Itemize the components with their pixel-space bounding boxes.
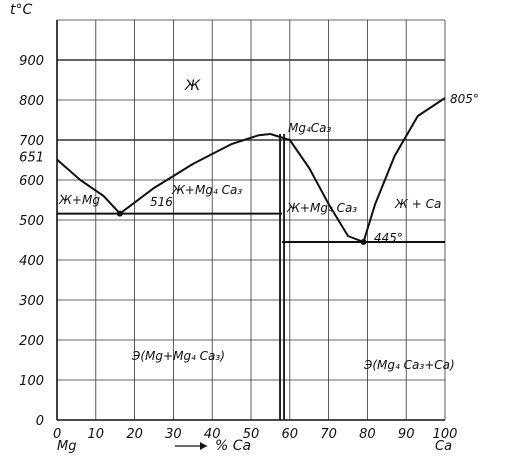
- x-tick-label: 100: [433, 427, 458, 442]
- x-tick-label: 0: [53, 427, 61, 442]
- boundary-curve-2: [270, 133, 364, 243]
- boundary-curve-3: [362, 97, 446, 243]
- label-solid-left: Э(Mg+Mg₄ Ca₃): [131, 349, 225, 363]
- y-axis-title: t°C: [10, 2, 32, 18]
- boundary-curve-1: [119, 133, 271, 215]
- label-liquid-compound-right: Ж+Mg₄ Ca₃: [286, 201, 357, 215]
- label-solid-right: Э(Mg₄ Ca₃+Ca): [363, 358, 455, 372]
- x-tick-label: 90: [398, 427, 415, 442]
- x-tick-label: 10: [88, 427, 105, 442]
- boundary-curve-0: [56, 158, 121, 215]
- curves: [56, 97, 446, 420]
- y-tick-label: 800: [19, 94, 44, 109]
- y-tick-label: 700: [19, 134, 44, 149]
- y-tick-label: 200: [19, 334, 44, 349]
- label-eutectic-temp-2: 445°: [374, 231, 403, 245]
- x-axis-end-label: Ca: [435, 439, 452, 454]
- x-tick-label: 50: [243, 427, 260, 442]
- y-tick-label: 300: [19, 294, 44, 309]
- x-axis-start-label: Mg: [57, 439, 76, 454]
- y-tick-label: 0: [36, 414, 44, 429]
- x-axis-arrow-head: [200, 442, 207, 450]
- x-tick-label: 20: [126, 427, 143, 442]
- y-tick-label: 500: [19, 214, 44, 229]
- eutectic-point-2: [360, 239, 367, 245]
- label-ca-melt-temp: 805°: [450, 92, 479, 106]
- axes: 0 10 20 30 40 50 60 70 80 90 100 0 100 200 300 400 500 60…: [10, 2, 457, 454]
- label-liquid-compound: Ж+Mg₄ Ca₃: [171, 183, 242, 197]
- label-liquid: Ж: [184, 78, 201, 94]
- x-tick-label: 70: [320, 427, 337, 442]
- label-compound: Mg₄Ca₃: [288, 121, 332, 135]
- y-tick-label: 900: [19, 54, 44, 69]
- label-liquid-mg: Ж+Mg: [58, 193, 100, 207]
- x-tick-label: 30: [165, 427, 182, 442]
- y-tick-label: 100: [19, 374, 44, 389]
- x-tick-label: 80: [359, 427, 376, 442]
- x-axis-title: % Ca: [215, 438, 251, 454]
- label-liquid-ca: Ж + Ca: [394, 197, 441, 211]
- label-eutectic-temp-1: 516: [150, 195, 173, 209]
- x-tick-label: 60: [282, 427, 299, 442]
- eutectic-point-1: [116, 210, 123, 217]
- y-tick-label: 400: [19, 254, 44, 269]
- y-tick-label-special: 651: [19, 151, 44, 166]
- y-tick-label: 600: [19, 174, 44, 189]
- x-tick-label: 40: [204, 427, 221, 442]
